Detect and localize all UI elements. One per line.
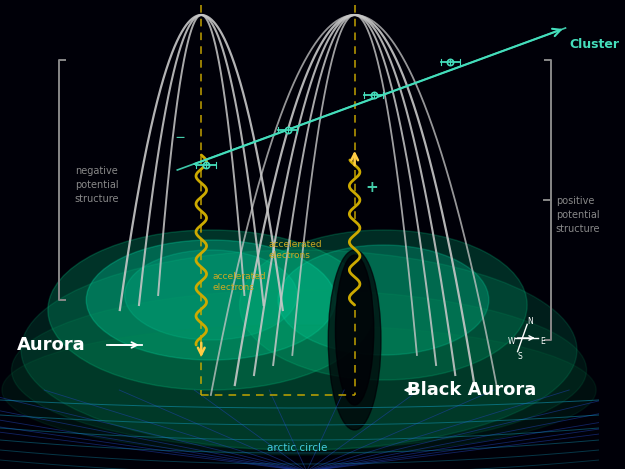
Text: positive
potential
structure: positive potential structure: [556, 196, 601, 234]
Text: N: N: [527, 317, 533, 326]
Text: S: S: [517, 352, 522, 361]
Text: negative
potential
structure: negative potential structure: [75, 166, 119, 204]
Text: W: W: [508, 336, 516, 346]
Text: Cluster: Cluster: [569, 38, 619, 51]
Text: arctic circle: arctic circle: [267, 443, 328, 453]
Ellipse shape: [239, 230, 527, 380]
Ellipse shape: [328, 250, 381, 430]
Ellipse shape: [124, 250, 297, 340]
Ellipse shape: [86, 240, 336, 360]
Text: accelerated
electrons: accelerated electrons: [213, 272, 266, 292]
Text: Black Aurora: Black Aurora: [408, 381, 537, 399]
Ellipse shape: [336, 255, 374, 405]
Ellipse shape: [11, 290, 587, 450]
Text: −: −: [176, 130, 185, 145]
Text: Aurora: Aurora: [18, 336, 86, 354]
Ellipse shape: [21, 250, 577, 450]
Ellipse shape: [48, 230, 374, 390]
Text: +: +: [366, 181, 378, 196]
Text: accelerated
electrons: accelerated electrons: [268, 240, 322, 260]
Ellipse shape: [2, 325, 596, 455]
Ellipse shape: [278, 245, 489, 355]
Text: E: E: [540, 336, 545, 346]
